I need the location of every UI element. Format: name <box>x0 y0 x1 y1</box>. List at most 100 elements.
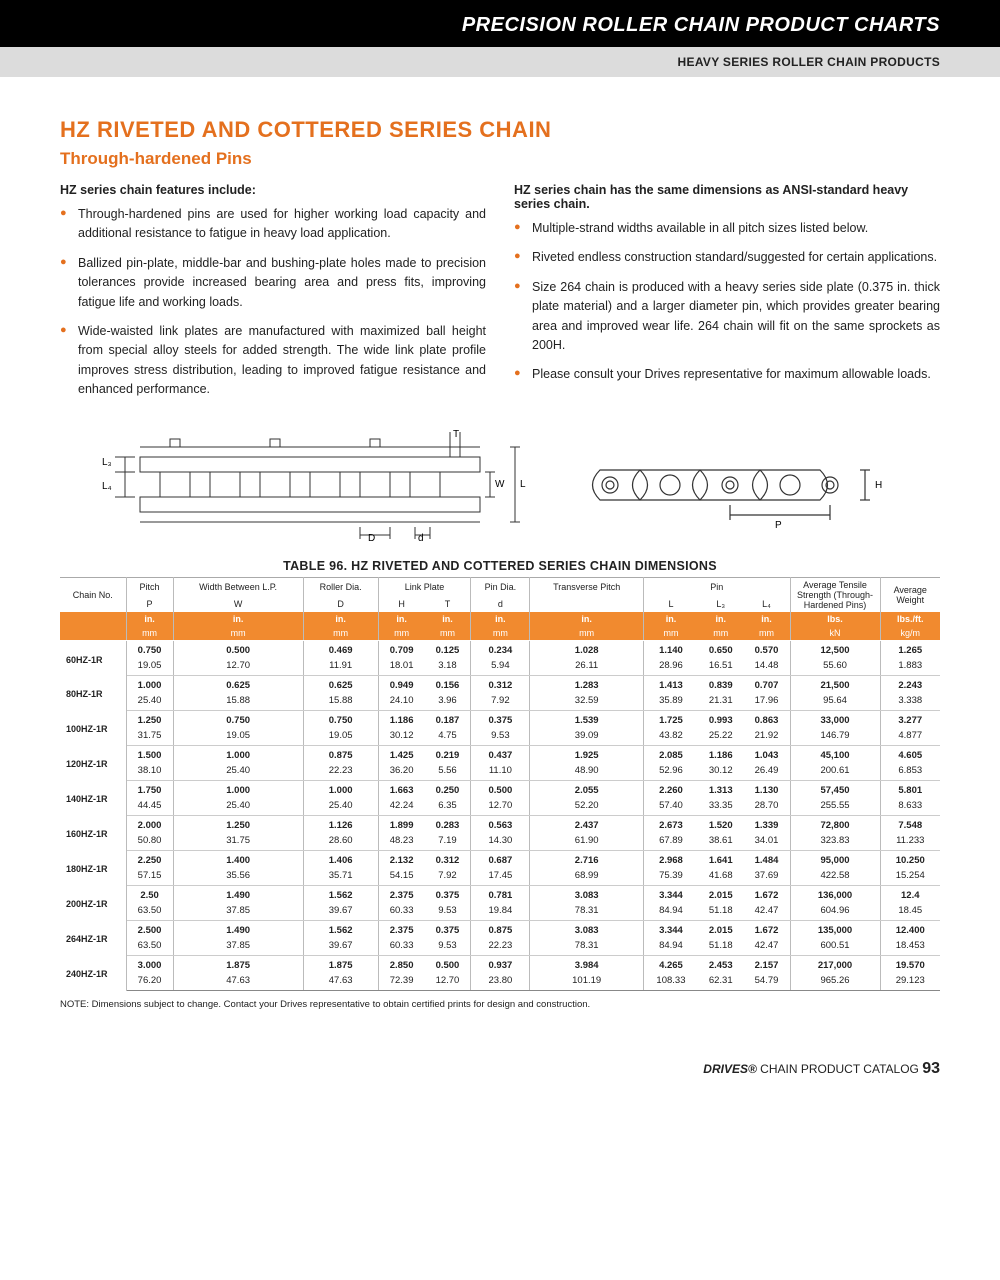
data-cell: 1.339 <box>744 816 790 834</box>
data-cell: 50.80 <box>126 833 173 851</box>
data-cell: 84.94 <box>643 938 697 956</box>
data-cell: 4.75 <box>425 728 471 746</box>
data-cell: 1.000 <box>173 781 303 799</box>
svg-text:L₃: L₃ <box>102 457 112 468</box>
data-cell: 18.01 <box>378 658 424 676</box>
data-cell: 31.75 <box>173 833 303 851</box>
table-body: 60HZ-1R0.7500.5000.4690.7090.1250.2341.0… <box>60 641 940 991</box>
data-cell: 0.563 <box>471 816 530 834</box>
data-cell: 2.375 <box>378 886 424 904</box>
data-cell: 1.875 <box>173 956 303 974</box>
data-cell: 1.490 <box>173 886 303 904</box>
diagram-row: L₃ L₄ T W L D d <box>60 427 940 547</box>
data-cell: 12,500 <box>790 641 880 659</box>
unit-cell: mm <box>643 626 697 641</box>
data-cell: 1.425 <box>378 746 424 764</box>
data-cell: 2.015 <box>698 921 744 939</box>
data-cell: 61.90 <box>530 833 644 851</box>
data-cell: 11.233 <box>880 833 940 851</box>
page-footer: DRIVES® CHAIN PRODUCT CATALOG 93 <box>0 1060 1000 1098</box>
unit-cell: lbs. <box>790 612 880 626</box>
data-cell: 30.12 <box>698 763 744 781</box>
svg-text:W: W <box>495 479 505 490</box>
data-cell: 95,000 <box>790 851 880 869</box>
data-cell: 2.968 <box>643 851 697 869</box>
data-cell: 42.47 <box>744 903 790 921</box>
data-cell: 45,100 <box>790 746 880 764</box>
data-cell: 965.26 <box>790 973 880 991</box>
chain-no-cell: 180HZ-1R <box>60 851 126 886</box>
header-black-bar: PRECISION ROLLER CHAIN PRODUCT CHARTS <box>0 0 1000 47</box>
data-cell: 12.4 <box>880 886 940 904</box>
data-cell: 2.000 <box>126 816 173 834</box>
unit-cell: in. <box>173 612 303 626</box>
data-cell: 1.899 <box>378 816 424 834</box>
unit-cell: in. <box>378 612 424 626</box>
data-cell: 4.265 <box>643 956 697 974</box>
data-cell: 200.61 <box>790 763 880 781</box>
data-cell: 24.10 <box>378 693 424 711</box>
data-cell: 2.500 <box>126 921 173 939</box>
data-cell: 19.84 <box>471 903 530 921</box>
data-cell: 0.500 <box>173 641 303 659</box>
data-cell: 17.45 <box>471 868 530 886</box>
data-cell: 12.400 <box>880 921 940 939</box>
right-column: HZ series chain has the same dimensions … <box>514 183 940 409</box>
data-cell: 43.82 <box>643 728 697 746</box>
data-cell: 18.453 <box>880 938 940 956</box>
data-cell: 14.30 <box>471 833 530 851</box>
unit-cell: in. <box>530 612 644 626</box>
data-cell: 12.70 <box>471 798 530 816</box>
data-cell: 0.949 <box>378 676 424 694</box>
th-pitch: Pitch <box>126 578 173 596</box>
data-cell: 1.562 <box>303 921 378 939</box>
data-cell: 0.687 <box>471 851 530 869</box>
data-cell: 67.89 <box>643 833 697 851</box>
data-cell: 5.56 <box>425 763 471 781</box>
unit-cell: mm <box>173 626 303 641</box>
data-cell: 1.500 <box>126 746 173 764</box>
data-cell: 2.850 <box>378 956 424 974</box>
data-cell: 2.437 <box>530 816 644 834</box>
data-cell: 0.750 <box>303 711 378 729</box>
list-item: Through-hardened pins are used for highe… <box>60 205 486 244</box>
data-cell: 57,450 <box>790 781 880 799</box>
th-pin: Pin <box>643 578 790 596</box>
data-cell: 0.312 <box>471 676 530 694</box>
unit-cell: in. <box>643 612 697 626</box>
data-cell: 0.500 <box>471 781 530 799</box>
unit-cell: mm <box>698 626 744 641</box>
data-cell: 1.672 <box>744 886 790 904</box>
data-cell: 3.338 <box>880 693 940 711</box>
unit-cell: in. <box>126 612 173 626</box>
data-cell: 25.40 <box>173 763 303 781</box>
data-cell: 3.344 <box>643 886 697 904</box>
data-cell: 3.083 <box>530 921 644 939</box>
data-cell: 0.937 <box>471 956 530 974</box>
unit-row-bot: mmmmmmmmmmmmmmmmmmmmkNkg/m <box>60 626 940 641</box>
data-cell: 0.875 <box>303 746 378 764</box>
data-cell: 78.31 <box>530 938 644 956</box>
data-cell: 23.80 <box>471 973 530 991</box>
data-cell: 1.265 <box>880 641 940 659</box>
unit-cell: in. <box>744 612 790 626</box>
list-item: Please consult your Drives representativ… <box>514 365 940 384</box>
data-cell: 0.750 <box>126 641 173 659</box>
unit-cell: in. <box>303 612 378 626</box>
data-cell: 2.015 <box>698 886 744 904</box>
data-cell: 35.71 <box>303 868 378 886</box>
data-cell: 7.548 <box>880 816 940 834</box>
page-subtitle: Through-hardened Pins <box>60 149 940 169</box>
data-cell: 15.88 <box>303 693 378 711</box>
data-cell: 0.570 <box>744 641 790 659</box>
data-cell: 32.59 <box>530 693 644 711</box>
data-cell: 0.375 <box>471 711 530 729</box>
data-cell: 2.716 <box>530 851 644 869</box>
data-cell: 2.132 <box>378 851 424 869</box>
data-cell: 0.863 <box>744 711 790 729</box>
data-cell: 14.48 <box>744 658 790 676</box>
data-cell: 22.23 <box>471 938 530 956</box>
chain-no-cell: 80HZ-1R <box>60 676 126 711</box>
data-cell: 0.500 <box>425 956 471 974</box>
data-cell: 600.51 <box>790 938 880 956</box>
